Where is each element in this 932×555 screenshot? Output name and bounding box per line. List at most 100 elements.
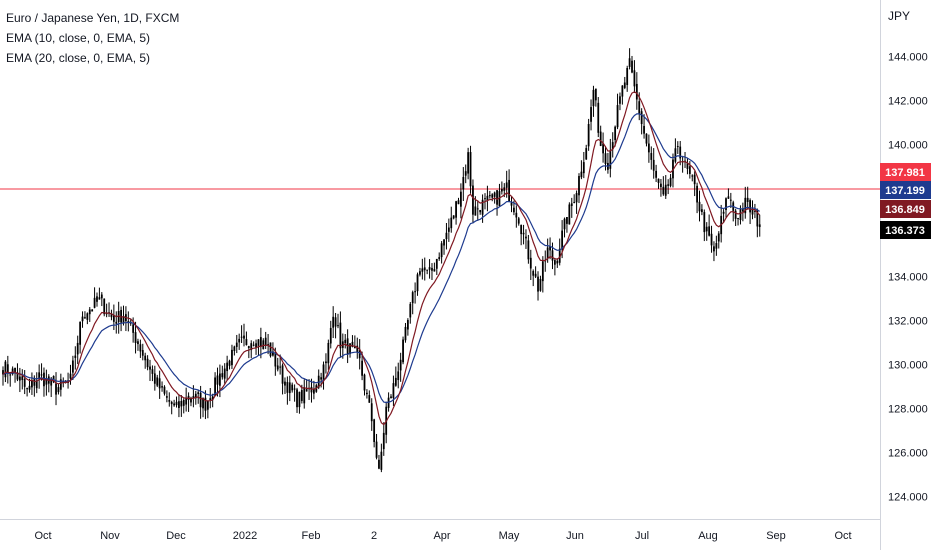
- candle[interactable]: [534, 266, 537, 279]
- candle[interactable]: [520, 224, 523, 246]
- candle[interactable]: [500, 181, 503, 195]
- candle[interactable]: [141, 343, 144, 361]
- candle[interactable]: [660, 179, 662, 197]
- candle[interactable]: [28, 378, 31, 393]
- candle[interactable]: [674, 138, 677, 164]
- candle[interactable]: [440, 241, 443, 264]
- candle[interactable]: [375, 433, 378, 460]
- ema10-legend[interactable]: EMA (10, close, 0, EMA, 5): [6, 31, 151, 45]
- candle[interactable]: [705, 222, 708, 241]
- candle[interactable]: [419, 267, 421, 277]
- candle[interactable]: [539, 275, 542, 292]
- candle[interactable]: [378, 454, 380, 470]
- candle[interactable]: [722, 209, 725, 223]
- candle[interactable]: [392, 375, 395, 406]
- candle[interactable]: [758, 214, 761, 237]
- candle[interactable]: [508, 169, 510, 203]
- candle[interactable]: [238, 333, 241, 350]
- candle[interactable]: [231, 344, 233, 369]
- candle[interactable]: [312, 380, 315, 400]
- candle[interactable]: [525, 229, 527, 249]
- candle[interactable]: [235, 334, 238, 354]
- candle[interactable]: [619, 92, 621, 111]
- candle[interactable]: [358, 339, 361, 370]
- candle[interactable]: [472, 179, 474, 224]
- candle[interactable]: [361, 351, 363, 381]
- candle[interactable]: [329, 320, 332, 349]
- candle[interactable]: [243, 323, 245, 347]
- candle[interactable]: [479, 209, 482, 215]
- candle[interactable]: [144, 352, 147, 369]
- price-axis-label[interactable]: 137.981: [880, 163, 931, 181]
- candle[interactable]: [486, 185, 489, 212]
- candle[interactable]: [149, 359, 151, 381]
- candle[interactable]: [84, 311, 86, 319]
- candle[interactable]: [93, 287, 96, 309]
- candle[interactable]: [452, 215, 455, 220]
- candle[interactable]: [221, 365, 224, 380]
- candle[interactable]: [522, 224, 525, 245]
- candle[interactable]: [115, 311, 118, 334]
- candle[interactable]: [356, 337, 359, 359]
- candle[interactable]: [746, 186, 749, 210]
- candle[interactable]: [209, 387, 212, 409]
- candle[interactable]: [137, 338, 139, 351]
- candle[interactable]: [247, 345, 250, 359]
- candle[interactable]: [57, 383, 60, 395]
- candle[interactable]: [284, 377, 286, 394]
- candle[interactable]: [59, 373, 62, 397]
- candle[interactable]: [293, 384, 296, 402]
- candle[interactable]: [611, 132, 614, 158]
- candle[interactable]: [402, 336, 404, 365]
- candle[interactable]: [334, 312, 337, 339]
- candle[interactable]: [96, 292, 98, 307]
- candle[interactable]: [411, 290, 414, 315]
- candle[interactable]: [74, 346, 77, 370]
- candle[interactable]: [582, 151, 585, 179]
- candle[interactable]: [185, 387, 188, 412]
- candle[interactable]: [570, 197, 573, 218]
- candle[interactable]: [122, 305, 125, 326]
- candle[interactable]: [688, 161, 691, 179]
- candle[interactable]: [308, 379, 310, 400]
- candle[interactable]: [35, 372, 38, 394]
- candle[interactable]: [296, 387, 298, 413]
- candle[interactable]: [55, 372, 57, 406]
- price-axis-label[interactable]: 136.373: [880, 221, 931, 239]
- candle[interactable]: [103, 298, 106, 317]
- candle[interactable]: [616, 93, 619, 130]
- candle[interactable]: [423, 257, 426, 281]
- candle[interactable]: [286, 376, 289, 405]
- candle[interactable]: [175, 396, 178, 408]
- candle[interactable]: [623, 76, 626, 90]
- candle[interactable]: [544, 250, 547, 272]
- candle[interactable]: [112, 304, 115, 331]
- candle[interactable]: [173, 399, 176, 407]
- candle[interactable]: [223, 363, 226, 384]
- candle[interactable]: [272, 342, 274, 357]
- candle[interactable]: [498, 183, 501, 207]
- candle[interactable]: [541, 256, 544, 293]
- candle[interactable]: [47, 374, 50, 393]
- candle[interactable]: [414, 282, 417, 304]
- candle[interactable]: [134, 321, 137, 354]
- candle[interactable]: [676, 141, 679, 154]
- candle[interactable]: [105, 303, 108, 318]
- candle[interactable]: [161, 381, 163, 392]
- candle[interactable]: [696, 182, 698, 214]
- candle[interactable]: [749, 198, 751, 225]
- candle[interactable]: [409, 302, 412, 324]
- candle[interactable]: [339, 311, 342, 357]
- candle[interactable]: [621, 85, 624, 105]
- candle[interactable]: [754, 203, 756, 219]
- candle[interactable]: [168, 392, 171, 407]
- ema20-legend[interactable]: EMA (20, close, 0, EMA, 5): [6, 51, 151, 65]
- symbol-title[interactable]: Euro / Japanese Yen, 1D, FXCM: [6, 11, 180, 25]
- candle[interactable]: [108, 302, 110, 317]
- candle[interactable]: [450, 206, 453, 233]
- candle[interactable]: [202, 397, 204, 418]
- candle[interactable]: [607, 152, 609, 174]
- candle[interactable]: [580, 160, 583, 180]
- candle[interactable]: [438, 252, 441, 261]
